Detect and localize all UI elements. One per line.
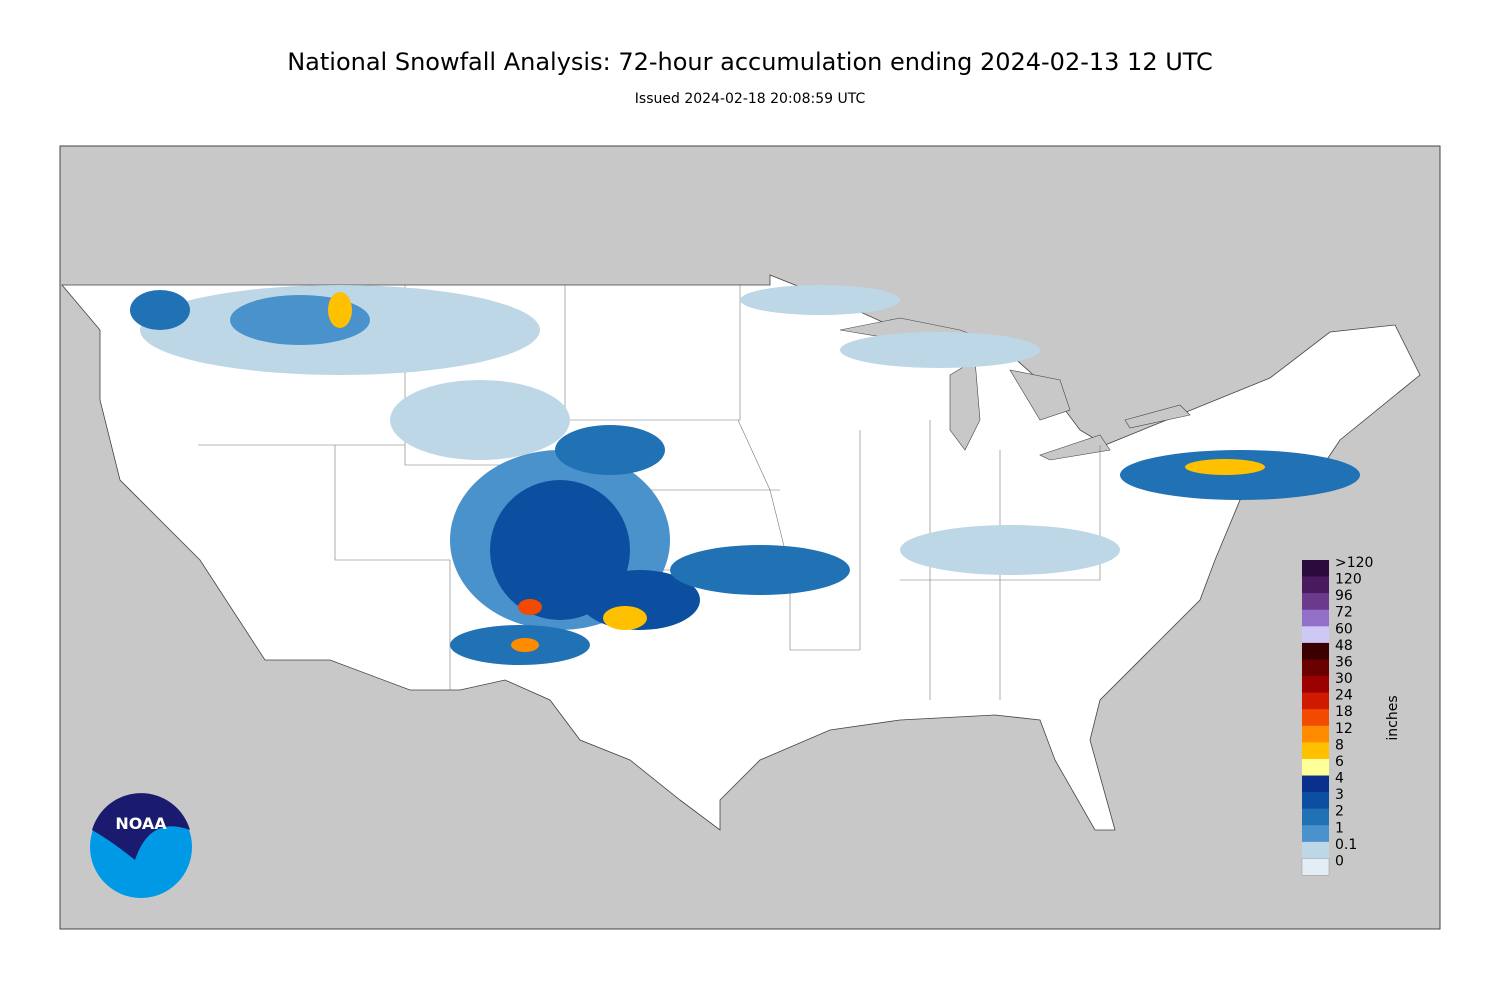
legend-swatch [1302,609,1329,627]
legend-label: 48 [1335,638,1353,654]
legend-swatch [1302,841,1329,859]
legend-swatch [1302,676,1329,693]
legend-label: 1 [1335,820,1344,836]
logo-text: NOAA [115,814,167,833]
legend-swatch [1302,560,1329,577]
legend-swatch [1302,792,1329,809]
legend-label: 24 [1335,688,1353,704]
legend-label: 18 [1335,704,1353,720]
legend-label: 36 [1335,654,1353,670]
legend-swatch [1302,758,1329,776]
subtitle: Issued 2024-02-18 20:08:59 UTC [635,91,866,107]
title: National Snowfall Analysis: 72-hour accu… [287,48,1213,76]
legend-label: 4 [1335,771,1344,787]
legend-swatch [1302,775,1329,793]
legend-swatch [1301,858,1330,876]
legend-label: 8 [1335,737,1344,753]
map [59,145,1441,930]
legend-label: 72 [1335,605,1353,621]
legend-unit: inches [1385,695,1401,740]
legend-label: 0 [1335,853,1344,869]
legend-label: 30 [1335,671,1353,687]
legend-swatch [1302,659,1329,677]
legend-swatch [1302,709,1329,727]
legend-swatch [1302,626,1329,644]
legend-swatch [1302,576,1329,594]
legend-swatch [1302,825,1329,843]
noaa-logo: NOAA [90,793,192,898]
legend-swatch [1302,642,1329,660]
legend-label: 0.1 [1335,837,1357,853]
legend-swatch [1302,593,1329,611]
legend-swatch [1302,742,1329,760]
legend-label: 12 [1335,721,1353,737]
legend-label: 3 [1335,787,1344,803]
legend-swatch [1302,725,1329,743]
legend-label: 120 [1335,572,1362,588]
legend-swatch [1302,808,1329,826]
legend-label: 96 [1335,588,1353,604]
legend-label: 6 [1335,754,1344,770]
legend-label: >120 [1335,555,1373,571]
legend-swatch [1302,692,1329,710]
snowfall [130,285,1360,665]
legend-label: 60 [1335,621,1353,637]
legend-label: 2 [1335,804,1344,820]
